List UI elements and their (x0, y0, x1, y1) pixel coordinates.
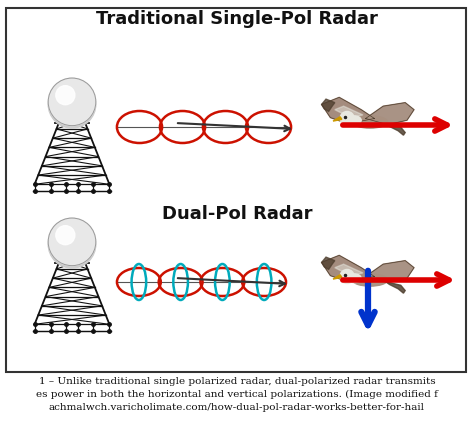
Polygon shape (321, 255, 374, 282)
FancyBboxPatch shape (6, 8, 466, 372)
Circle shape (48, 78, 96, 126)
Polygon shape (335, 106, 363, 117)
Circle shape (56, 86, 75, 105)
Text: es power in both the horizontal and vertical polarizations. (Image modified f: es power in both the horizontal and vert… (36, 390, 438, 399)
Polygon shape (321, 99, 335, 111)
Circle shape (340, 111, 354, 126)
Polygon shape (386, 282, 405, 293)
Polygon shape (365, 261, 414, 283)
Ellipse shape (347, 274, 361, 283)
Ellipse shape (347, 116, 361, 125)
Circle shape (48, 221, 96, 268)
Circle shape (56, 226, 75, 245)
Polygon shape (365, 103, 414, 125)
Ellipse shape (352, 116, 388, 128)
Polygon shape (321, 97, 374, 124)
Polygon shape (333, 275, 342, 279)
Text: 1 – Unlike traditional single polarized radar, dual-polarized radar transmits: 1 – Unlike traditional single polarized … (39, 377, 435, 386)
Ellipse shape (352, 274, 388, 286)
Polygon shape (386, 124, 405, 135)
Polygon shape (335, 264, 363, 276)
Circle shape (340, 270, 354, 283)
Polygon shape (321, 257, 335, 270)
Text: achmalwch.varicholimate.com/how-dual-pol-radar-works-better-for-hail: achmalwch.varicholimate.com/how-dual-pol… (49, 403, 425, 412)
Circle shape (48, 218, 96, 266)
Polygon shape (333, 117, 342, 121)
Text: Traditional Single-Pol Radar: Traditional Single-Pol Radar (96, 10, 378, 28)
Circle shape (48, 80, 96, 128)
Text: Dual-Pol Radar: Dual-Pol Radar (162, 205, 312, 223)
